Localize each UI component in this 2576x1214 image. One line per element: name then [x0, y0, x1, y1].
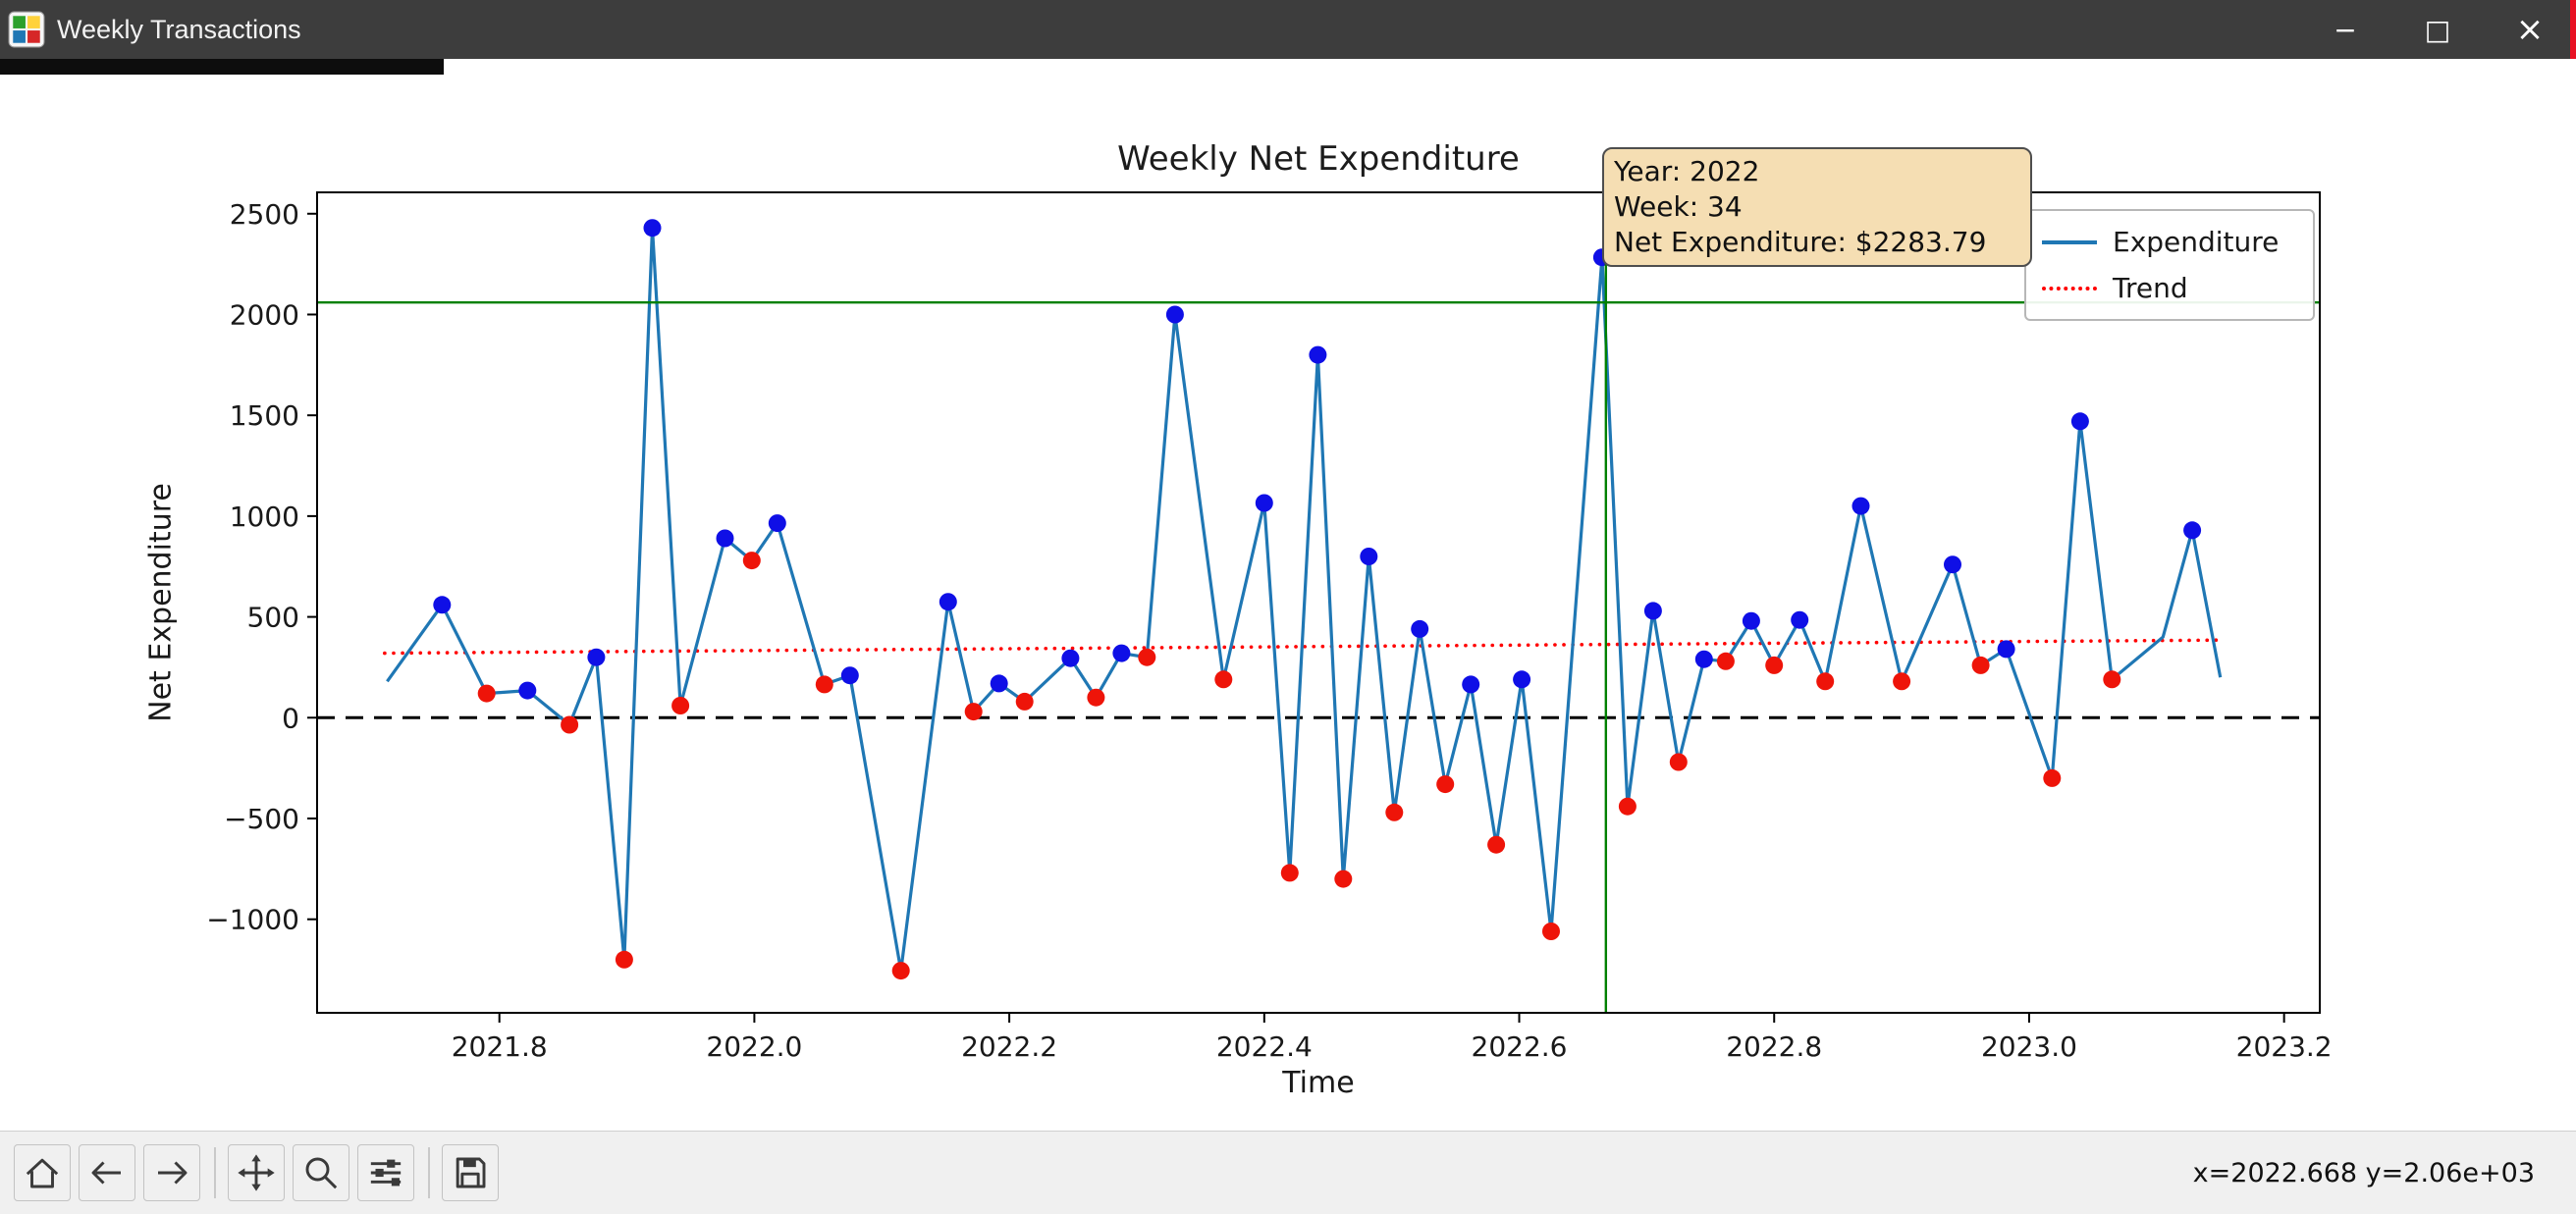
chart-title: Weekly Net Expenditure — [1117, 139, 1520, 179]
toolbar-separator — [428, 1147, 430, 1198]
legend-dotted-line-sample — [2042, 286, 2097, 290]
subplots-icon — [370, 1159, 402, 1187]
window-title: Weekly Transactions — [57, 14, 301, 44]
legend-item-expenditure: Expenditure — [2026, 219, 2313, 265]
subplots-button[interactable] — [357, 1144, 414, 1201]
window-controls: − □ × — [2299, 0, 2576, 59]
titlebar-edge-accent — [2570, 0, 2576, 59]
back-button[interactable] — [79, 1144, 135, 1201]
data-point-tooltip: Year: 2022 Week: 34 Net Expenditure: $22… — [1602, 147, 2032, 267]
back-icon — [91, 1161, 121, 1185]
forward-button[interactable] — [143, 1144, 200, 1201]
cursor-position-readout: x=2022.668 y=2.06e+03 — [2192, 1157, 2535, 1188]
home-icon — [26, 1158, 59, 1188]
save-button[interactable] — [442, 1144, 499, 1201]
tooltip-week: Week: 34 — [1614, 190, 1743, 223]
chart-legend[interactable]: Expenditure Trend — [2024, 209, 2315, 321]
legend-label-expenditure: Expenditure — [2113, 226, 2280, 258]
legend-solid-line-sample — [2042, 239, 2097, 244]
y-axis-label: Net Expenditure — [143, 483, 179, 722]
legend-label-trend: Trend — [2113, 272, 2188, 304]
maximize-button[interactable]: □ — [2424, 13, 2451, 46]
minimize-button[interactable]: − — [2334, 13, 2357, 46]
pan-icon — [238, 1154, 275, 1191]
toolbar-separator — [214, 1147, 216, 1198]
x-axis-label: Time — [1282, 1066, 1355, 1100]
save-icon — [456, 1157, 486, 1188]
tooltip-year: Year: 2022 — [1614, 155, 1760, 187]
tooltip-net-expenditure: Net Expenditure: $2283.79 — [1614, 226, 1987, 258]
zoom-icon — [305, 1157, 338, 1189]
app-icon — [8, 11, 45, 48]
pan-button[interactable] — [228, 1144, 285, 1201]
zoom-button[interactable] — [293, 1144, 349, 1201]
titlebar: Weekly Transactions − □ × — [0, 0, 2576, 59]
navigation-toolbar: x=2022.668 y=2.06e+03 — [0, 1131, 2576, 1214]
home-button[interactable] — [14, 1144, 71, 1201]
close-button[interactable]: × — [2515, 10, 2545, 49]
legend-item-trend: Trend — [2026, 265, 2313, 311]
titlebar-shadow-artifact — [0, 59, 444, 75]
forward-icon — [158, 1161, 188, 1185]
